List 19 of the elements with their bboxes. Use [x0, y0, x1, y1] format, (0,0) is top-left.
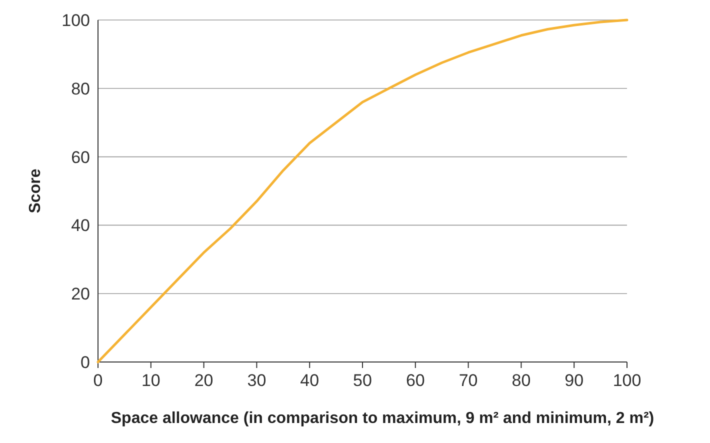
y-tick-label: 60 [71, 148, 90, 167]
y-axis-title: Score [27, 168, 44, 214]
x-tick-label: 10 [141, 371, 160, 390]
x-tick-label: 100 [612, 371, 642, 390]
x-tick-label: 90 [564, 371, 584, 390]
x-tick-label: 50 [353, 371, 372, 390]
y-tick-label: 20 [71, 284, 90, 304]
x-tick-label: 70 [458, 371, 478, 390]
x-tick-label: 60 [406, 371, 425, 390]
y-tick-label: 80 [71, 79, 90, 98]
y-tick-label: 100 [62, 11, 90, 30]
x-tick-label: 20 [194, 371, 214, 390]
x-tick-label: 40 [300, 371, 320, 390]
x-tick-label: 30 [247, 371, 266, 390]
y-tick-label: 0 [80, 353, 90, 372]
x-tick-label: 80 [512, 371, 531, 390]
y-tick-label: 40 [71, 216, 90, 236]
x-axis-title: Space allowance (in comparison to maximum, 9 m² and minimum, 2 m²) [110, 410, 654, 427]
x-tick-label: 0 [93, 371, 103, 390]
